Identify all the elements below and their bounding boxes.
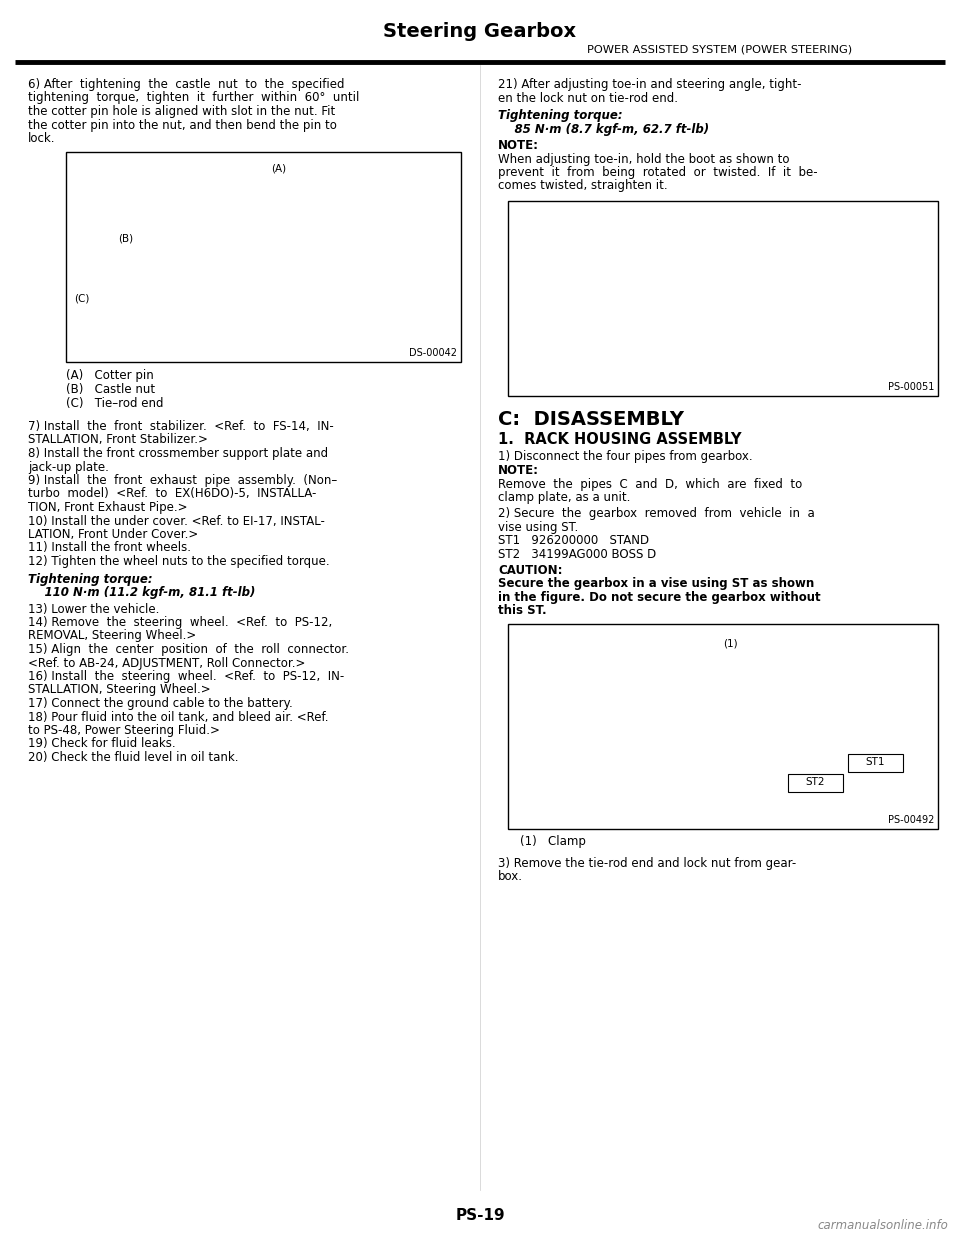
Text: STALLATION, Front Stabilizer.>: STALLATION, Front Stabilizer.>: [28, 433, 208, 447]
Text: (1)   Clamp: (1) Clamp: [520, 835, 586, 848]
Text: 11) Install the front wheels.: 11) Install the front wheels.: [28, 542, 191, 554]
Text: NOTE:: NOTE:: [498, 465, 539, 477]
Text: When adjusting toe-in, hold the boot as shown to: When adjusting toe-in, hold the boot as …: [498, 153, 789, 165]
Bar: [66, 152, 461, 361]
Text: Steering Gearbox: Steering Gearbox: [383, 22, 577, 41]
Text: Tightening torque:: Tightening torque:: [28, 573, 153, 585]
Bar: [788, 774, 843, 792]
Text: 2) Secure  the  gearbox  removed  from  vehicle  in  a: 2) Secure the gearbox removed from vehic…: [498, 507, 815, 520]
Text: REMOVAL, Steering Wheel.>: REMOVAL, Steering Wheel.>: [28, 630, 196, 642]
Text: 15) Align  the  center  position  of  the  roll  connector.: 15) Align the center position of the rol…: [28, 643, 349, 656]
Text: the cotter pin into the nut, and then bend the pin to: the cotter pin into the nut, and then be…: [28, 118, 337, 132]
Text: lock.: lock.: [28, 132, 56, 145]
Text: C:  DISASSEMBLY: C: DISASSEMBLY: [498, 410, 684, 428]
Text: turbo  model)  <Ref.  to  EX(H6DO)-5,  INSTALLA-: turbo model) <Ref. to EX(H6DO)-5, INSTAL…: [28, 488, 317, 501]
Text: prevent  it  from  being  rotated  or  twisted.  If  it  be-: prevent it from being rotated or twisted…: [498, 166, 818, 179]
Text: comes twisted, straighten it.: comes twisted, straighten it.: [498, 180, 667, 193]
Text: <Ref. to AB-24, ADJUSTMENT, Roll Connector.>: <Ref. to AB-24, ADJUSTMENT, Roll Connect…: [28, 657, 305, 669]
Text: in the figure. Do not secure the gearbox without: in the figure. Do not secure the gearbox…: [498, 591, 821, 604]
Text: NOTE:: NOTE:: [498, 139, 539, 152]
Text: 110 N·m (11.2 kgf-m, 81.1 ft-lb): 110 N·m (11.2 kgf-m, 81.1 ft-lb): [28, 586, 255, 599]
Text: PS-00051: PS-00051: [888, 383, 934, 392]
Text: 85 N·m (8.7 kgf-m, 62.7 ft-lb): 85 N·m (8.7 kgf-m, 62.7 ft-lb): [498, 123, 709, 135]
Text: (A)   Cotter pin: (A) Cotter pin: [66, 370, 154, 383]
Text: 10) Install the under cover. <Ref. to EI-17, INSTAL-: 10) Install the under cover. <Ref. to EI…: [28, 514, 324, 528]
Bar: [508, 201, 938, 396]
Text: 20) Check the fluid level in oil tank.: 20) Check the fluid level in oil tank.: [28, 751, 238, 764]
Text: 14) Remove  the  steering  wheel.  <Ref.  to  PS-12,: 14) Remove the steering wheel. <Ref. to …: [28, 616, 332, 628]
Text: 13) Lower the vehicle.: 13) Lower the vehicle.: [28, 602, 159, 616]
Text: LATION, Front Under Cover.>: LATION, Front Under Cover.>: [28, 528, 199, 542]
Text: (C): (C): [74, 293, 89, 303]
Text: 21) After adjusting toe-in and steering angle, tight-: 21) After adjusting toe-in and steering …: [498, 78, 802, 91]
Text: 1) Disconnect the four pipes from gearbox.: 1) Disconnect the four pipes from gearbo…: [498, 450, 753, 463]
Text: this ST.: this ST.: [498, 605, 546, 617]
Text: (B)   Castle nut: (B) Castle nut: [66, 383, 156, 396]
Text: 12) Tighten the wheel nuts to the specified torque.: 12) Tighten the wheel nuts to the specif…: [28, 555, 329, 568]
Text: 16) Install  the  steering  wheel.  <Ref.  to  PS-12,  IN-: 16) Install the steering wheel. <Ref. to…: [28, 669, 345, 683]
Text: the cotter pin hole is aligned with slot in the nut. Fit: the cotter pin hole is aligned with slot…: [28, 106, 335, 118]
Text: (C)   Tie–rod end: (C) Tie–rod end: [66, 396, 163, 410]
Text: (B): (B): [118, 233, 133, 243]
Text: 1.  RACK HOUSING ASSEMBLY: 1. RACK HOUSING ASSEMBLY: [498, 432, 741, 447]
Text: vise using ST.: vise using ST.: [498, 520, 578, 534]
Bar: [848, 754, 903, 773]
Text: ST1   926200000   STAND: ST1 926200000 STAND: [498, 534, 649, 546]
Text: en the lock nut on tie-rod end.: en the lock nut on tie-rod end.: [498, 92, 678, 104]
Text: DS-00042: DS-00042: [409, 348, 457, 358]
Text: 6) After  tightening  the  castle  nut  to  the  specified: 6) After tightening the castle nut to th…: [28, 78, 345, 91]
Text: Remove  the  pipes  C  and  D,  which  are  fixed  to: Remove the pipes C and D, which are fixe…: [498, 478, 803, 491]
Bar: [508, 623, 938, 828]
Text: 9) Install  the  front  exhaust  pipe  assembly.  (Non–: 9) Install the front exhaust pipe assemb…: [28, 474, 337, 487]
Text: 19) Check for fluid leaks.: 19) Check for fluid leaks.: [28, 738, 176, 750]
Text: Secure the gearbox in a vise using ST as shown: Secure the gearbox in a vise using ST as…: [498, 578, 814, 590]
Text: 18) Pour fluid into the oil tank, and bleed air. <Ref.: 18) Pour fluid into the oil tank, and bl…: [28, 710, 328, 724]
Text: PS-00492: PS-00492: [888, 815, 934, 825]
Text: ST2   34199AG000 BOSS D: ST2 34199AG000 BOSS D: [498, 548, 657, 560]
Text: 7) Install  the  front  stabilizer.  <Ref.  to  FS-14,  IN-: 7) Install the front stabilizer. <Ref. t…: [28, 420, 334, 433]
Text: ST2: ST2: [805, 777, 825, 787]
Text: jack-up plate.: jack-up plate.: [28, 461, 108, 473]
Text: POWER ASSISTED SYSTEM (POWER STEERING): POWER ASSISTED SYSTEM (POWER STEERING): [588, 43, 852, 53]
Text: to PS-48, Power Steering Fluid.>: to PS-48, Power Steering Fluid.>: [28, 724, 220, 737]
Text: PS-19: PS-19: [455, 1208, 505, 1223]
Text: box.: box.: [498, 869, 523, 883]
Text: ST1: ST1: [865, 758, 885, 768]
Text: carmanualsonline.info: carmanualsonline.info: [817, 1218, 948, 1232]
Text: tightening  torque,  tighten  it  further  within  60°  until: tightening torque, tighten it further wi…: [28, 92, 359, 104]
Text: STALLATION, Steering Wheel.>: STALLATION, Steering Wheel.>: [28, 683, 210, 697]
Text: 17) Connect the ground cable to the battery.: 17) Connect the ground cable to the batt…: [28, 697, 293, 710]
Text: 3) Remove the tie-rod end and lock nut from gear-: 3) Remove the tie-rod end and lock nut f…: [498, 857, 796, 869]
Text: (A): (A): [272, 164, 286, 174]
Text: 8) Install the front crossmember support plate and: 8) Install the front crossmember support…: [28, 447, 328, 460]
Text: clamp plate, as a unit.: clamp plate, as a unit.: [498, 492, 631, 504]
Text: (1): (1): [723, 638, 737, 648]
Text: CAUTION:: CAUTION:: [498, 564, 563, 578]
Text: Tightening torque:: Tightening torque:: [498, 109, 623, 122]
Text: TION, Front Exhaust Pipe.>: TION, Front Exhaust Pipe.>: [28, 501, 187, 514]
